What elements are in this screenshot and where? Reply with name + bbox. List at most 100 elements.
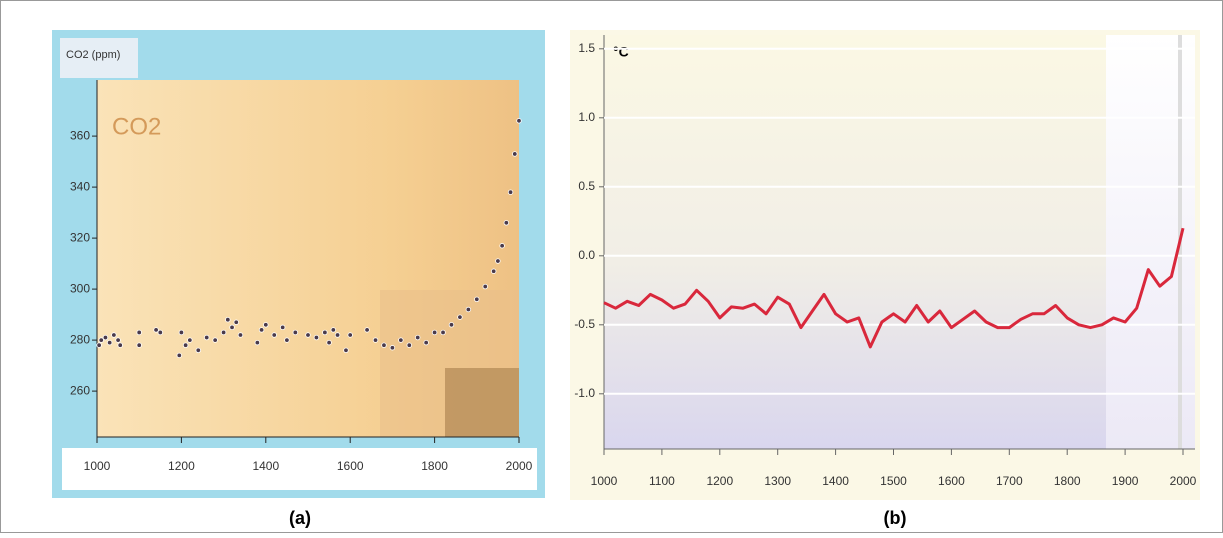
point — [237, 332, 244, 338]
caption: (a) — [289, 508, 311, 528]
point — [305, 332, 311, 338]
label-tab — [60, 38, 138, 78]
point — [178, 329, 185, 336]
x-tick-label: 1100 — [649, 474, 675, 488]
point — [229, 324, 235, 331]
point — [503, 220, 510, 226]
point — [499, 243, 505, 249]
point — [507, 189, 514, 195]
point — [490, 268, 497, 274]
point — [389, 345, 396, 351]
point — [465, 306, 472, 313]
point — [334, 332, 341, 338]
y-tick-label: 0.0 — [578, 248, 595, 262]
point — [258, 327, 265, 333]
point — [136, 329, 142, 336]
annotation: CO2 — [112, 113, 161, 140]
y-tick-label: 300 — [70, 281, 90, 295]
point — [326, 339, 332, 346]
x-tick-label: 1200 — [706, 474, 733, 488]
y-tick-label: 340 — [70, 179, 90, 193]
point — [482, 283, 488, 290]
point — [136, 342, 142, 348]
x-tick-label: 1700 — [996, 474, 1023, 488]
y-axis-label: CO2 (ppm) — [66, 49, 120, 61]
x-tick-label: 1600 — [337, 459, 364, 473]
point — [448, 322, 455, 328]
x-tick-label: 1200 — [168, 459, 195, 473]
y-tick-label: 280 — [70, 332, 90, 346]
x-tick-label: 1300 — [764, 474, 791, 488]
decoration — [445, 368, 519, 437]
plot-area-b — [604, 35, 1106, 449]
point — [263, 322, 269, 328]
x-tick-label: 1600 — [938, 474, 965, 488]
x-tick-label: 1800 — [421, 459, 448, 473]
point — [495, 258, 501, 264]
point — [157, 329, 163, 336]
point — [347, 332, 353, 338]
x-tick-label: 1500 — [880, 474, 907, 488]
point — [512, 151, 518, 157]
y-tick-label: 260 — [70, 383, 90, 397]
point — [182, 342, 189, 348]
x-tick-label: 1400 — [252, 459, 279, 473]
point — [474, 296, 480, 302]
point — [195, 347, 201, 353]
x-tick-label: 1400 — [822, 474, 849, 488]
point — [111, 332, 117, 338]
point — [372, 337, 379, 343]
point — [313, 334, 320, 341]
point — [415, 334, 421, 341]
y-tick-label: -1.0 — [574, 386, 595, 400]
y-tick-label: 0.5 — [578, 179, 595, 193]
point — [330, 327, 337, 333]
y-tick-label: -0.5 — [574, 317, 595, 331]
point — [254, 339, 261, 346]
point — [225, 317, 231, 323]
point — [364, 327, 370, 333]
point — [98, 337, 104, 343]
point — [204, 334, 210, 341]
point — [431, 329, 438, 336]
point — [233, 319, 239, 325]
point — [343, 347, 349, 353]
point — [516, 118, 522, 124]
point — [153, 327, 159, 333]
x-tick-label: 1800 — [1054, 474, 1081, 488]
point — [102, 334, 109, 341]
x-tick-label: 1900 — [1112, 474, 1139, 488]
point — [212, 337, 218, 343]
point — [381, 342, 387, 348]
point — [284, 337, 290, 343]
x-tick-label: 1000 — [84, 459, 111, 473]
point — [423, 339, 429, 346]
y-tick-label: 1.0 — [578, 110, 595, 124]
x-tick-label: 2000 — [1170, 474, 1197, 488]
y-axis-label: °C — [613, 44, 629, 60]
point — [440, 329, 446, 336]
point — [115, 337, 121, 343]
point — [271, 332, 277, 338]
point — [292, 329, 299, 336]
point — [322, 329, 328, 336]
x-tick-label: 2000 — [506, 459, 533, 473]
point — [96, 342, 102, 348]
point — [187, 337, 193, 343]
caption: (b) — [884, 508, 907, 528]
y-tick-label: 360 — [70, 128, 90, 142]
point — [406, 342, 412, 348]
y-tick-label: 320 — [70, 230, 90, 244]
point — [279, 324, 286, 331]
point — [117, 342, 123, 348]
x-tick-label: 1000 — [591, 474, 618, 488]
y-tick-label: 1.5 — [578, 41, 595, 55]
point — [457, 314, 463, 320]
line — [603, 227, 1185, 349]
point — [106, 339, 113, 346]
point — [398, 337, 404, 343]
point — [176, 352, 182, 359]
point — [220, 329, 227, 336]
x-strip — [62, 448, 537, 490]
